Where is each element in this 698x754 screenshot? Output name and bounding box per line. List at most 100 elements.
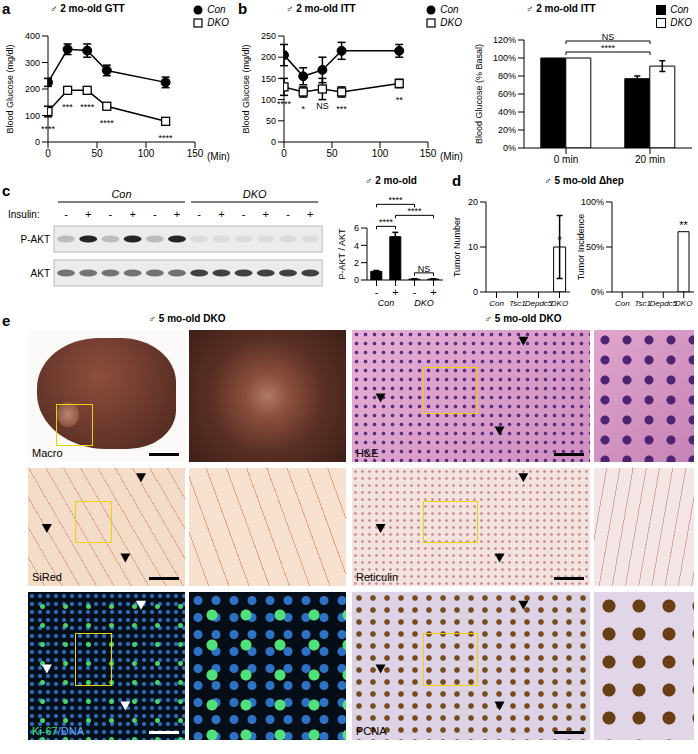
svg-text:Insulin:: Insulin: (8, 209, 40, 220)
svg-text:**: ** (396, 95, 404, 105)
svg-text:Blood Glucose (mg/dl): Blood Glucose (mg/dl) (241, 44, 251, 133)
svg-text:100%: 100% (581, 197, 604, 207)
svg-text:50: 50 (326, 148, 338, 159)
svg-text:0%: 0% (591, 287, 604, 297)
svg-text:20%: 20% (498, 125, 516, 135)
svg-text:150: 150 (187, 148, 204, 159)
svg-text:-: - (109, 208, 113, 220)
svg-text:50%: 50% (586, 242, 604, 252)
svg-text:60%: 60% (498, 89, 516, 99)
svg-text:****: **** (407, 206, 422, 216)
svg-text:100: 100 (372, 148, 389, 159)
html-text:SiRed: SiRed (32, 571, 62, 583)
svg-text:-: - (64, 208, 68, 220)
svg-text:0: 0 (271, 137, 276, 147)
svg-text:****: **** (41, 124, 56, 134)
svg-text:250: 250 (261, 31, 276, 41)
svg-text:+: + (430, 286, 436, 298)
svg-text:Blood Glucose (mg/dl): Blood Glucose (mg/dl) (5, 44, 15, 133)
svg-text:Tumor Number: Tumor Number (452, 217, 462, 277)
svg-text:0%: 0% (503, 143, 516, 153)
svg-text:Depdc5: Depdc5 (525, 299, 553, 308)
svg-text:0: 0 (354, 275, 359, 285)
svg-text:0: 0 (281, 148, 287, 159)
svg-text:*: * (557, 234, 562, 246)
svg-text:NS: NS (602, 32, 615, 42)
svg-text:100: 100 (25, 111, 40, 121)
svg-text:100: 100 (138, 148, 155, 159)
svg-text:200: 200 (261, 52, 276, 62)
svg-text:200: 200 (25, 84, 40, 94)
html-text:♂ 2 mo-old GTT: ♂ 2 mo-old GTT (50, 3, 125, 14)
svg-text:-: - (375, 286, 379, 298)
svg-text:****: **** (159, 133, 174, 143)
svg-text:+: + (85, 208, 91, 220)
svg-text:*: * (301, 104, 305, 114)
svg-text:0 min: 0 min (554, 154, 578, 165)
svg-text:6: 6 (354, 223, 359, 233)
svg-text:(Min): (Min) (207, 151, 230, 162)
svg-text:+: + (129, 208, 135, 220)
svg-text:P-AKT: P-AKT (21, 234, 50, 245)
svg-text:+: + (263, 208, 269, 220)
svg-text:NS: NS (316, 101, 329, 111)
svg-text:Blood Glucose (% Basal): Blood Glucose (% Basal) (474, 44, 484, 144)
svg-text:***: *** (62, 102, 73, 112)
svg-text:20: 20 (468, 197, 478, 207)
svg-text:80%: 80% (498, 71, 516, 81)
svg-text:AKT: AKT (31, 268, 50, 279)
svg-text:****: **** (277, 99, 292, 109)
svg-text:+: + (218, 208, 224, 220)
html-text:Reticulin: Reticulin (356, 571, 399, 583)
svg-text:300: 300 (25, 58, 40, 68)
svg-text:400: 400 (25, 31, 40, 41)
svg-text:+: + (307, 208, 313, 220)
svg-text:0: 0 (45, 148, 51, 159)
svg-text:****: **** (601, 43, 616, 53)
html-text:H&E: H&E (356, 447, 379, 459)
svg-text:DKO: DKO (675, 299, 692, 308)
svg-text:-: - (242, 208, 246, 220)
svg-text:100: 100 (261, 95, 276, 105)
svg-text:40%: 40% (498, 107, 516, 117)
svg-text:***: *** (336, 104, 347, 114)
html-text:PCNA: PCNA (356, 725, 387, 737)
svg-text:Con: Con (489, 299, 504, 308)
svg-text:-: - (413, 286, 417, 298)
svg-text:Con: Con (111, 188, 131, 200)
svg-text:0: 0 (35, 137, 40, 147)
svg-text:DKO: DKO (243, 188, 267, 200)
svg-text:Con: Con (615, 299, 630, 308)
svg-text:Tumor Incidence: Tumor Incidence (576, 214, 586, 281)
svg-text:-: - (197, 208, 201, 220)
svg-text:****: **** (80, 102, 95, 112)
svg-text:+: + (174, 208, 180, 220)
svg-text:120%: 120% (493, 35, 516, 45)
svg-text:20 min: 20 min (635, 154, 665, 165)
svg-text:10: 10 (468, 242, 478, 252)
svg-text:4: 4 (354, 241, 359, 251)
svg-text:150: 150 (261, 74, 276, 84)
html-text:Con: Con (207, 4, 226, 15)
svg-text:0: 0 (473, 287, 478, 297)
svg-text:Depdc5: Depdc5 (649, 299, 677, 308)
svg-text:Tsc1: Tsc1 (509, 299, 526, 308)
svg-text:50: 50 (266, 116, 276, 126)
svg-text:100%: 100% (493, 53, 516, 63)
svg-text:-: - (153, 208, 157, 220)
svg-text:****: **** (100, 118, 115, 128)
svg-text:NS: NS (418, 264, 431, 274)
svg-text:150: 150 (420, 148, 437, 159)
svg-text:DKO: DKO (551, 299, 568, 308)
svg-text:50: 50 (91, 148, 103, 159)
svg-text:P-AKT / AKT: P-AKT / AKT (337, 228, 347, 279)
svg-text:2: 2 (354, 258, 359, 268)
svg-text:(Min): (Min) (440, 151, 463, 162)
svg-text:****: **** (379, 217, 394, 227)
svg-text:-: - (286, 208, 290, 220)
svg-text:+: + (392, 286, 398, 298)
svg-text:****: **** (388, 195, 403, 205)
html-text:Macro: Macro (32, 447, 63, 459)
html-text:Ki-67 /DNA: Ki-67 /DNA (32, 725, 84, 737)
svg-text:**: ** (679, 219, 688, 231)
